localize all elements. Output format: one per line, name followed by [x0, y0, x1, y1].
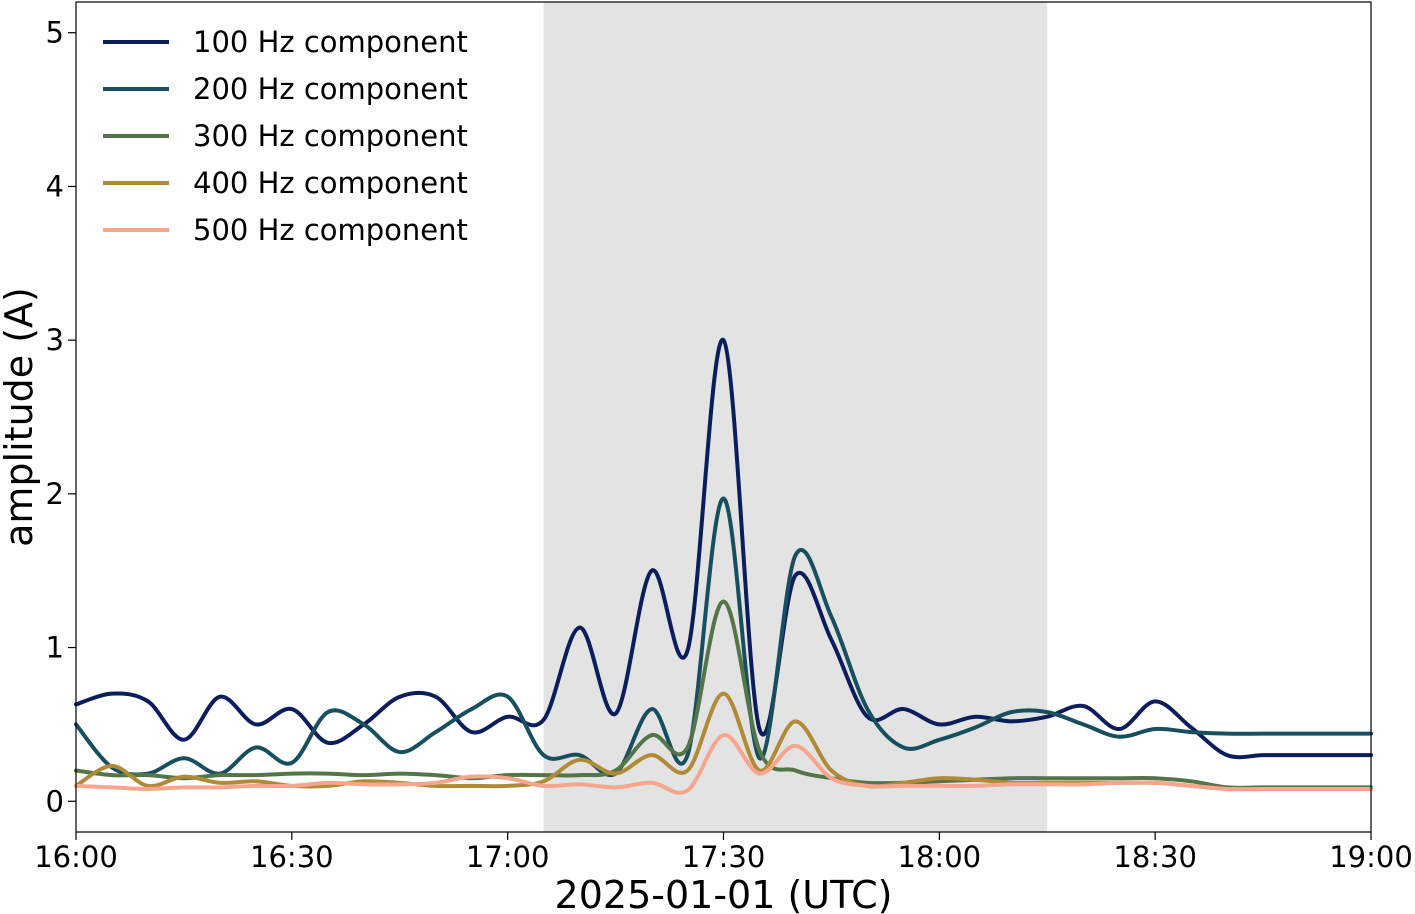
y-tick-label: 1	[46, 631, 64, 665]
series-line-2	[74, 496, 1373, 778]
legend-label-1: 100 Hz component	[193, 25, 468, 59]
x-tick-label: 16:00	[34, 840, 118, 874]
x-tick-label: 17:00	[466, 840, 550, 874]
legend-label-3: 300 Hz component	[193, 119, 468, 153]
y-tick-label: 4	[46, 169, 64, 203]
shaded-region-layer	[543, 2, 1048, 832]
y-tick-label: 3	[46, 323, 64, 357]
x-tick-label: 17:30	[682, 840, 766, 874]
y-axis-label: amplitude (A)	[0, 287, 41, 547]
legend-label-4: 400 Hz component	[193, 166, 468, 200]
legend-label-5: 500 Hz component	[193, 213, 468, 247]
x-axis: 16:00 16:30 17:00 17:30 18:00 18:30 19:00	[34, 832, 1413, 874]
legend: 100 Hz component 200 Hz component 300 Hz c…	[103, 25, 468, 247]
legend-label-2: 200 Hz component	[193, 72, 468, 106]
x-axis-label: 2025-01-01 (UTC)	[555, 873, 893, 914]
x-tick-label: 18:00	[898, 840, 982, 874]
x-tick-label: 16:30	[250, 840, 334, 874]
series-layer	[74, 338, 1373, 795]
series-line-5	[74, 733, 1373, 795]
y-tick-label: 2	[46, 477, 64, 511]
y-tick-label: 5	[46, 16, 64, 50]
x-tick-label: 18:30	[1113, 840, 1197, 874]
shaded-region	[543, 2, 1048, 832]
y-tick-label: 0	[46, 784, 64, 818]
x-tick-label: 19:00	[1329, 840, 1413, 874]
y-axis: 0 1 2 3 4 5	[46, 16, 76, 818]
series-line-1	[74, 338, 1373, 760]
series-line-3	[74, 599, 1373, 790]
